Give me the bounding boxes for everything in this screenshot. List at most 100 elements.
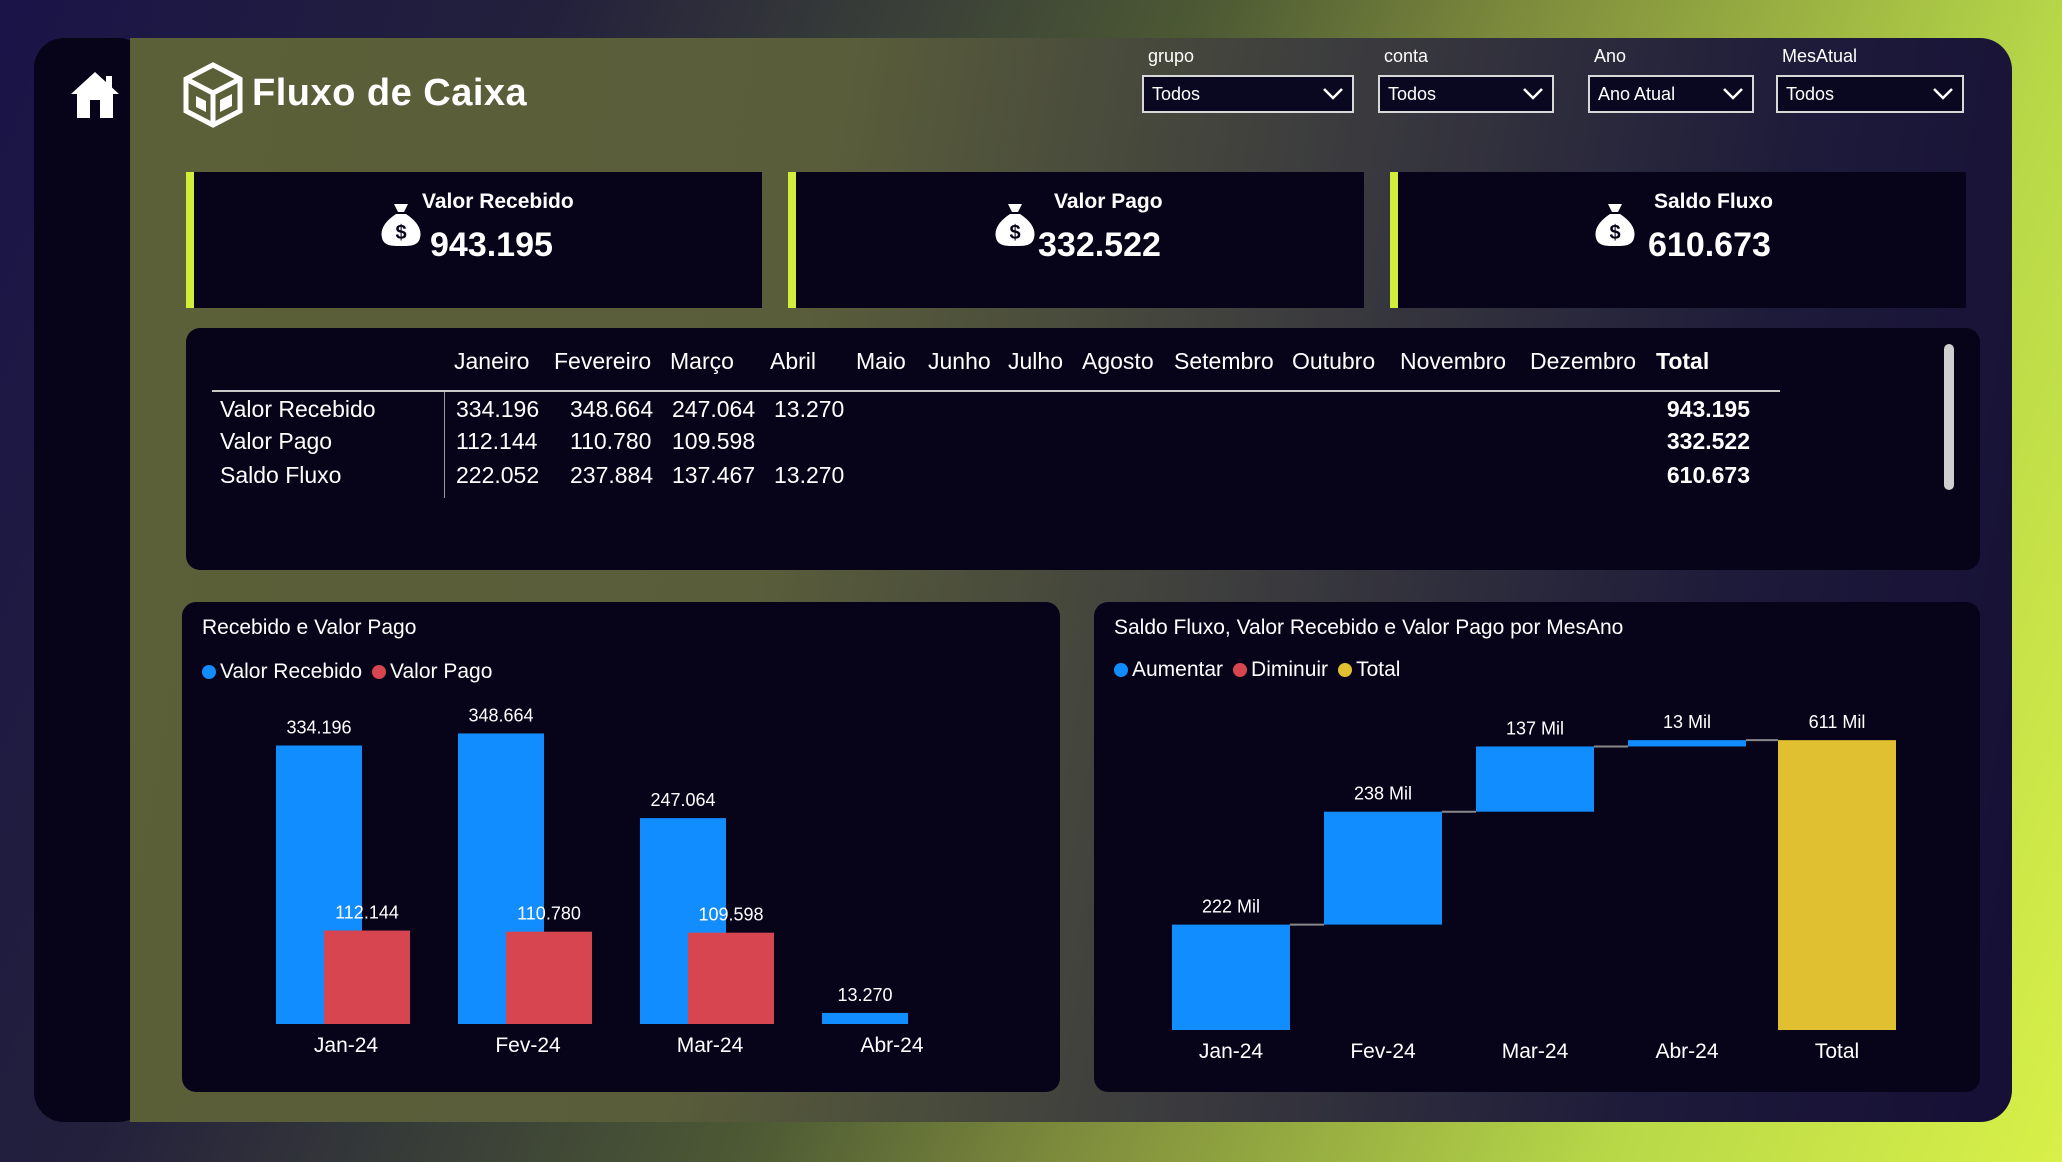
slicer-conta: conta Todos	[1378, 46, 1554, 113]
svg-text:$: $	[1609, 222, 1620, 244]
dropdown-value: Todos	[1388, 83, 1437, 104]
dropdown-value: Todos	[1152, 83, 1201, 104]
column-header: Junho	[928, 348, 991, 374]
column-header: Julho	[1008, 348, 1063, 374]
legend-label[interactable]: Total	[1356, 658, 1401, 681]
legend-marker-diminuir	[1233, 663, 1248, 677]
data-label: 238 Mil	[1354, 784, 1412, 804]
slicer-label: grupo	[1148, 46, 1195, 66]
chart-panel-recebido-pago: Recebido e Valor Pago Valor Recebido Val…	[182, 602, 1060, 1092]
x-tick-label: Fev-24	[1350, 1040, 1416, 1063]
x-tick-label: Jan-24	[314, 1034, 379, 1057]
money-bag-icon: $	[995, 204, 1035, 246]
chart-title: Recebido e Valor Pago	[202, 616, 417, 639]
kpi-value: 332.522	[1038, 226, 1161, 264]
chevron-down-icon	[1523, 88, 1543, 100]
chart-title: Saldo Fluxo, Valor Recebido e Valor Pago…	[1114, 616, 1624, 639]
kpi-valor-recebido: $ Valor Recebido 943.195	[186, 172, 762, 308]
bar-aumentar	[1172, 924, 1290, 1030]
waterfall-chart: 222 Mil Jan-24 238 Mil Fev-24 137 Mil Mar-24 1…	[1172, 712, 1896, 1063]
x-tick-label: Jan-24	[1199, 1040, 1264, 1063]
data-label: 334.196	[286, 718, 351, 738]
kpi-saldo-fluxo: $ Saldo Fluxo 610.673	[1390, 172, 1966, 308]
column-header: Setembro	[1174, 348, 1274, 374]
table-cell-total: 610.673	[1666, 462, 1750, 488]
slicer-label: Ano	[1594, 46, 1627, 66]
table-cell: 237.884	[570, 462, 654, 488]
column-header: Outubro	[1292, 348, 1376, 374]
legend-label[interactable]: Valor Pago	[390, 660, 493, 683]
data-label: 247.064	[650, 790, 715, 810]
slicer-grupo: grupo Todos	[1142, 46, 1354, 113]
clustered-bar-chart: 334.196 112.144 Jan-24 348.664 110.780 Fev-24…	[276, 705, 924, 1057]
slicer-ano: Ano Ano Atual	[1588, 46, 1754, 113]
data-label: 611 Mil	[1809, 712, 1866, 732]
conta-dropdown[interactable]: Todos	[1378, 75, 1554, 113]
svg-text:$: $	[395, 222, 406, 244]
slicer-label: MesAtual	[1782, 46, 1858, 66]
x-tick-label: Total	[1815, 1040, 1859, 1063]
row-label: Saldo Fluxo	[220, 462, 342, 488]
row-header-divider	[444, 392, 445, 498]
table-cell: 137.467	[672, 462, 756, 488]
legend-label[interactable]: Diminuir	[1251, 658, 1329, 681]
home-icon[interactable]	[68, 68, 122, 122]
row-label: Valor Pago	[220, 428, 333, 454]
money-bag-icon: $	[1595, 204, 1635, 246]
chevron-down-icon	[1933, 88, 1953, 100]
x-tick-label: Abr-24	[860, 1034, 923, 1057]
matrix-table: Janeiro Fevereiro Março Abril Maio Junho…	[186, 328, 1980, 570]
bar-aumentar	[1476, 746, 1594, 812]
chart-panel-waterfall: Saldo Fluxo, Valor Recebido e Valor Pago…	[1094, 602, 1980, 1092]
svg-text:$: $	[1009, 222, 1020, 244]
legend-marker-pago	[372, 665, 387, 679]
mesatual-dropdown[interactable]: Todos	[1776, 75, 1964, 113]
dropdown-value: Ano Atual	[1598, 83, 1676, 104]
kpi-label: Valor Pago	[1054, 190, 1163, 213]
table-cell: 13.270	[774, 462, 845, 488]
column-header: Fevereiro	[554, 348, 652, 374]
slicer-mesatual: MesAtual Todos	[1776, 46, 1964, 113]
table-cell: 222.052	[456, 462, 540, 488]
x-tick-label: Fev-24	[495, 1034, 561, 1057]
legend-label[interactable]: Valor Recebido	[220, 660, 363, 683]
table-cell: 13.270	[774, 396, 845, 422]
table-cell: 109.598	[672, 428, 756, 454]
chevron-down-icon	[1723, 88, 1743, 100]
data-label: 112.144	[335, 903, 399, 923]
slicer-label: conta	[1384, 46, 1429, 66]
data-label: 348.664	[468, 705, 533, 725]
table-cell: 112.144	[456, 428, 538, 454]
table-cell: 110.780	[570, 428, 652, 454]
ano-dropdown[interactable]: Ano Atual	[1588, 75, 1754, 113]
header-divider	[212, 390, 1780, 392]
vertical-scrollbar[interactable]	[1944, 344, 1954, 490]
bar-pago	[324, 930, 410, 1024]
sidebar	[34, 38, 148, 1122]
column-header: Abril	[770, 348, 817, 374]
table-cell: 334.196	[456, 396, 540, 422]
kpi-label: Valor Recebido	[422, 190, 574, 213]
bar-pago	[688, 932, 774, 1024]
table-cell-total: 332.522	[1666, 428, 1750, 454]
cube-logo-icon	[183, 62, 243, 128]
bar-aumentar	[1324, 811, 1442, 925]
chart-legend: Valor Recebido Valor Pago	[202, 660, 502, 684]
money-bag-icon: $	[381, 204, 421, 246]
legend-marker-recebido	[202, 665, 216, 679]
chart-legend: Aumentar Diminuir Total	[1114, 658, 1410, 682]
page-title: Fluxo de Caixa	[252, 72, 528, 114]
bar-total	[1778, 740, 1896, 1030]
x-tick-label: Mar-24	[677, 1034, 744, 1057]
x-tick-label: Abr-24	[1655, 1040, 1718, 1063]
legend-marker-total	[1338, 663, 1353, 677]
row-label: Valor Recebido	[220, 396, 376, 422]
legend-label[interactable]: Aumentar	[1132, 658, 1224, 681]
column-header-total: Total	[1656, 348, 1710, 374]
grupo-dropdown[interactable]: Todos	[1142, 75, 1354, 113]
data-label: 222 Mil	[1202, 897, 1260, 917]
bar-pago	[506, 931, 592, 1024]
data-label: 110.780	[517, 904, 581, 924]
dropdown-value: Todos	[1786, 83, 1835, 104]
data-label: 109.598	[698, 905, 763, 925]
